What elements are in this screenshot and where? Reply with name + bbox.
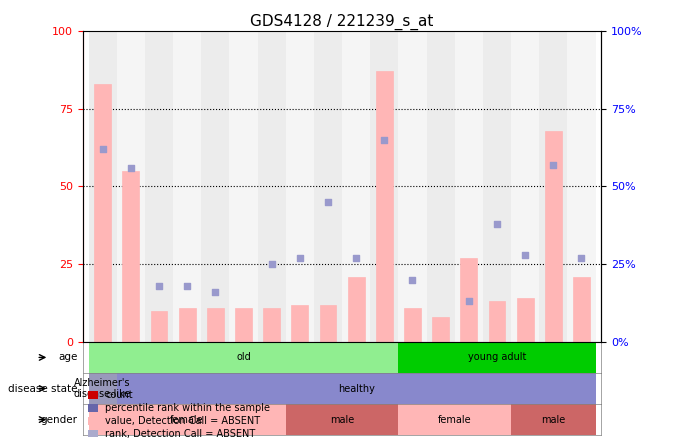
Bar bbox=[145, 31, 173, 342]
Y-axis label: disease state: disease state bbox=[8, 384, 77, 393]
Text: healthy: healthy bbox=[338, 384, 375, 393]
Bar bbox=[460, 258, 477, 342]
Bar bbox=[399, 31, 426, 342]
Bar bbox=[88, 31, 117, 342]
Point bbox=[294, 254, 305, 262]
Y-axis label: gender: gender bbox=[41, 415, 77, 424]
Bar bbox=[314, 31, 342, 342]
Point bbox=[491, 220, 502, 227]
Bar bbox=[173, 31, 201, 342]
Bar bbox=[348, 277, 365, 342]
Bar bbox=[94, 84, 111, 342]
Bar bbox=[511, 31, 539, 342]
Bar bbox=[455, 31, 483, 342]
Bar bbox=[376, 71, 392, 342]
Bar bbox=[117, 31, 145, 342]
Point bbox=[125, 164, 136, 171]
Bar bbox=[539, 31, 567, 342]
Bar bbox=[399, 404, 511, 435]
Text: male: male bbox=[541, 415, 565, 424]
Text: female: female bbox=[438, 415, 471, 424]
Bar bbox=[88, 373, 117, 404]
Point bbox=[520, 251, 531, 258]
Bar bbox=[319, 305, 337, 342]
Point bbox=[548, 161, 559, 168]
Text: female: female bbox=[170, 415, 204, 424]
Bar bbox=[179, 308, 196, 342]
Bar bbox=[432, 317, 449, 342]
Bar bbox=[573, 277, 590, 342]
Bar bbox=[370, 31, 399, 342]
Text: male: male bbox=[330, 415, 354, 424]
Bar bbox=[151, 311, 167, 342]
Bar bbox=[285, 31, 314, 342]
Point bbox=[463, 298, 474, 305]
Bar bbox=[285, 404, 399, 435]
Bar bbox=[88, 404, 285, 435]
Bar bbox=[426, 31, 455, 342]
Text: old: old bbox=[236, 353, 251, 362]
Bar bbox=[404, 308, 421, 342]
Bar bbox=[342, 31, 370, 342]
Point bbox=[182, 282, 193, 289]
Title: GDS4128 / 221239_s_at: GDS4128 / 221239_s_at bbox=[250, 13, 434, 30]
Text: young adult: young adult bbox=[468, 353, 526, 362]
Bar bbox=[229, 31, 258, 342]
Point bbox=[266, 261, 277, 268]
Bar bbox=[567, 31, 596, 342]
Point bbox=[350, 254, 361, 262]
Bar bbox=[88, 342, 399, 373]
Point bbox=[323, 198, 334, 206]
Bar bbox=[517, 298, 533, 342]
Bar bbox=[399, 342, 596, 373]
Bar bbox=[263, 308, 280, 342]
Bar bbox=[235, 308, 252, 342]
Y-axis label: age: age bbox=[58, 353, 77, 362]
Text: Alzheimer's
disease-like: Alzheimer's disease-like bbox=[74, 378, 131, 399]
Point bbox=[153, 282, 164, 289]
Point bbox=[407, 276, 418, 283]
Bar bbox=[545, 131, 562, 342]
Point bbox=[210, 289, 221, 296]
Legend: count, percentile rank within the sample, value, Detection Call = ABSENT, rank, : count, percentile rank within the sample… bbox=[88, 390, 270, 439]
Point bbox=[379, 136, 390, 143]
Bar bbox=[258, 31, 285, 342]
Bar bbox=[122, 171, 140, 342]
Point bbox=[576, 254, 587, 262]
Bar bbox=[511, 404, 596, 435]
Bar bbox=[201, 31, 229, 342]
Point bbox=[97, 146, 108, 153]
Bar bbox=[483, 31, 511, 342]
Bar bbox=[489, 301, 505, 342]
Bar bbox=[207, 308, 224, 342]
Bar bbox=[292, 305, 308, 342]
